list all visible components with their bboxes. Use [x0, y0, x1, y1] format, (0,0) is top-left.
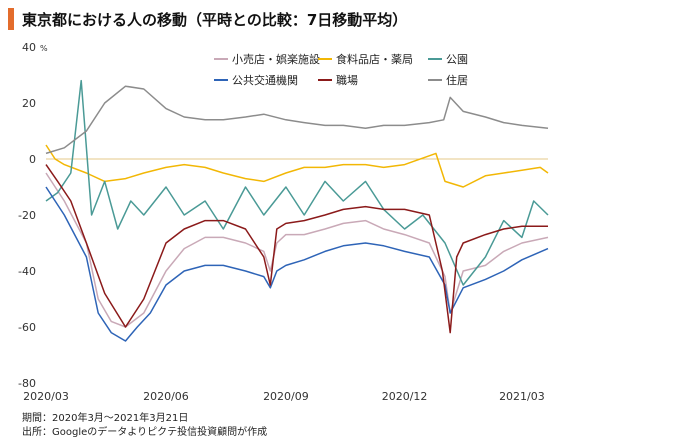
x-tick-label: 2020/03 [23, 390, 69, 403]
title-accent-bar [8, 8, 14, 30]
legend-label-3: 公園 [446, 53, 468, 66]
legend-label-4: 公共交通機関 [232, 73, 298, 87]
legend-label-6: 住居 [446, 73, 468, 87]
x-tick-label: 2020/06 [143, 390, 189, 403]
series-line-1 [45, 172, 549, 328]
legend-label-1: 小売店・娯楽施設 [232, 52, 320, 66]
y-tick-label: 20 [22, 97, 36, 110]
y-tick-label: 0 [29, 153, 36, 166]
x-tick-label: 2020/12 [382, 390, 428, 403]
legend-label-5: 職場 [336, 74, 358, 87]
footnote-period: 期間：2020年3月～2021年3月21日 [22, 413, 189, 424]
chart-title: 東京都における人の移動（平時との比較：7日移動平均） [22, 11, 408, 29]
x-tick-label: 2021/03 [499, 390, 545, 403]
y-unit-label: % [40, 44, 48, 53]
y-tick-label: -20 [18, 209, 36, 222]
series-line-5 [45, 164, 548, 334]
y-tick-label: -40 [18, 265, 36, 278]
footnote-source: 出所：Googleのデータよりピクテ投信投資顧問が作成 [22, 427, 268, 438]
y-tick-label: -80 [18, 377, 36, 390]
y-tick-label: -60 [18, 321, 36, 334]
x-tick-label: 2020/09 [263, 390, 309, 403]
series-line-3 [45, 79, 549, 286]
legend-label-2: 食料品店・薬局 [336, 52, 413, 66]
series-line-4 [45, 186, 549, 342]
series-line-6 [45, 85, 549, 155]
y-tick-label: 40 [22, 41, 36, 54]
series-line-2 [45, 144, 549, 188]
